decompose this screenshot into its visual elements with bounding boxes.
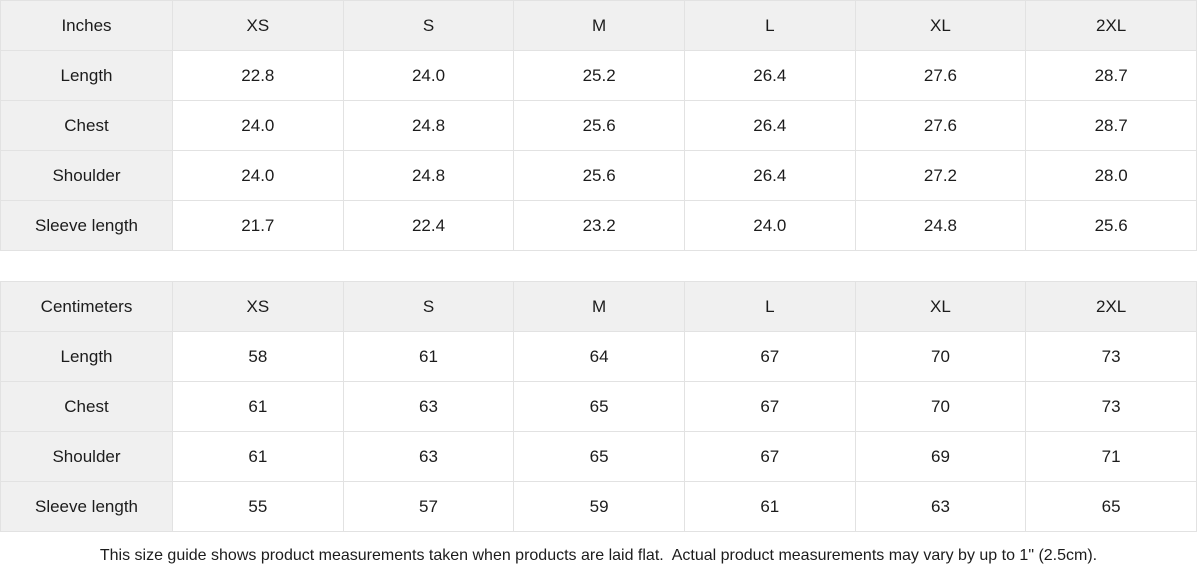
measurement-value-cell: 61 [683,481,856,532]
measurement-value-cell: 58 [172,331,344,382]
table-row: Shoulder 24.0 24.8 25.6 26.4 27.2 28.0 [0,150,1197,201]
measurement-value-cell: 63 [342,431,515,482]
size-header-s: S [342,281,515,332]
measurement-value-cell: 57 [342,481,515,532]
measurement-value-cell: 61 [342,331,515,382]
measurement-value-cell: 65 [513,431,685,482]
measurement-value-cell: 25.6 [513,150,685,201]
measurement-value-cell: 28.7 [1025,50,1197,101]
measurement-value-cell: 61 [172,431,344,482]
measurement-value-cell: 67 [683,331,856,382]
size-header-xl: XL [854,281,1027,332]
measurement-value-cell: 63 [854,481,1027,532]
size-header-l: L [683,281,856,332]
measurement-value-cell: 22.4 [342,200,515,251]
centimeters-size-table: Centimeters XS S M L XL 2XL Length 58 61… [0,281,1197,532]
measurement-value-cell: 25.6 [1025,200,1197,251]
measurement-value-cell: 70 [854,331,1027,382]
size-header-2xl: 2XL [1025,281,1197,332]
measurement-value-cell: 61 [172,381,344,432]
measurement-value-cell: 24.0 [342,50,515,101]
table-row: Sleeve length 55 57 59 61 63 65 [0,481,1197,532]
measurement-value-cell: 65 [1025,481,1197,532]
size-header-s: S [342,0,515,51]
size-header-xs: XS [172,0,344,51]
measurement-value-cell: 26.4 [683,50,856,101]
size-header-m: M [513,281,685,332]
measurement-value-cell: 27.6 [854,100,1027,151]
table-row: Chest 24.0 24.8 25.6 26.4 27.6 28.7 [0,100,1197,151]
size-header-xl: XL [854,0,1027,51]
measurement-value-cell: 73 [1025,331,1197,382]
measurement-value-cell: 71 [1025,431,1197,482]
measurement-value-cell: 27.2 [854,150,1027,201]
measurement-label-cell: Sleeve length [0,481,173,532]
measurement-value-cell: 21.7 [172,200,344,251]
table-row: Length 58 61 64 67 70 73 [0,331,1197,382]
unit-header-cell: Inches [0,0,173,51]
measurement-value-cell: 24.0 [683,200,856,251]
measurement-value-cell: 23.2 [513,200,685,251]
measurement-value-cell: 24.8 [342,100,515,151]
measurement-label-cell: Chest [0,100,173,151]
measurement-value-cell: 73 [1025,381,1197,432]
measurement-value-cell: 67 [683,381,856,432]
measurement-value-cell: 28.0 [1025,150,1197,201]
size-header-l: L [683,0,856,51]
measurement-value-cell: 67 [683,431,856,482]
table-row: Chest 61 63 65 67 70 73 [0,381,1197,432]
measurement-label-cell: Length [0,50,173,101]
measurement-value-cell: 64 [513,331,685,382]
measurement-label-cell: Length [0,331,173,382]
measurement-value-cell: 28.7 [1025,100,1197,151]
measurement-label-cell: Shoulder [0,150,173,201]
measurement-value-cell: 27.6 [854,50,1027,101]
measurement-value-cell: 24.8 [854,200,1027,251]
table-header-row: Centimeters XS S M L XL 2XL [0,281,1197,332]
size-header-m: M [513,0,685,51]
table-header-row: Inches XS S M L XL 2XL [0,0,1197,51]
unit-header-cell: Centimeters [0,281,173,332]
measurement-value-cell: 24.0 [172,150,344,201]
measurement-label-cell: Sleeve length [0,200,173,251]
measurement-value-cell: 24.8 [342,150,515,201]
measurement-label-cell: Shoulder [0,431,173,482]
measurement-value-cell: 69 [854,431,1027,482]
measurement-value-cell: 59 [513,481,685,532]
size-header-2xl: 2XL [1025,0,1197,51]
measurement-value-cell: 55 [172,481,344,532]
table-gap-spacer [0,251,1197,281]
measurement-label-cell: Chest [0,381,173,432]
table-row: Sleeve length 21.7 22.4 23.2 24.0 24.8 2… [0,200,1197,251]
table-row: Shoulder 61 63 65 67 69 71 [0,431,1197,482]
measurement-value-cell: 65 [513,381,685,432]
measurement-value-cell: 63 [342,381,515,432]
measurement-value-cell: 26.4 [683,150,856,201]
measurement-value-cell: 24.0 [172,100,344,151]
table-row: Length 22.8 24.0 25.2 26.4 27.6 28.7 [0,50,1197,101]
measurement-value-cell: 22.8 [172,50,344,101]
measurement-value-cell: 25.2 [513,50,685,101]
size-guide-disclaimer: This size guide shows product measuremen… [0,532,1197,580]
inches-size-table: Inches XS S M L XL 2XL Length 22.8 24.0 … [0,0,1197,251]
measurement-value-cell: 25.6 [513,100,685,151]
measurement-value-cell: 70 [854,381,1027,432]
measurement-value-cell: 26.4 [683,100,856,151]
size-header-xs: XS [172,281,344,332]
